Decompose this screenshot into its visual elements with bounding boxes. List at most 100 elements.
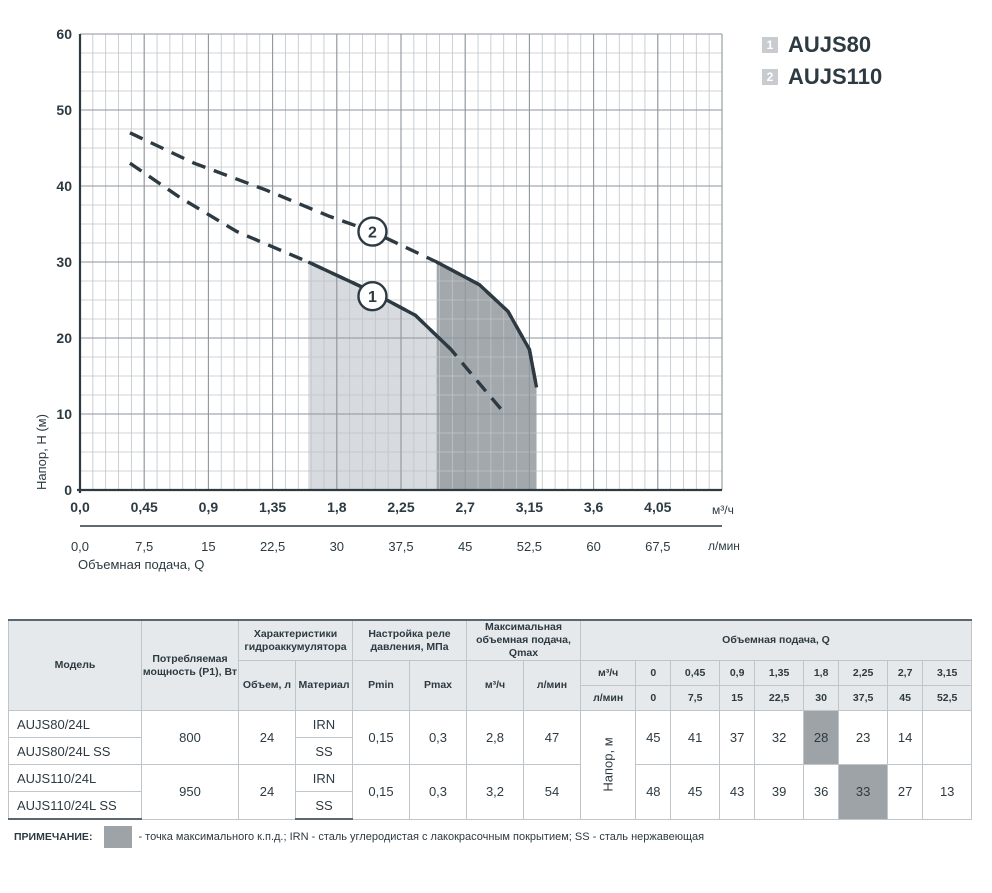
x-tick-label-lmin: 15 <box>201 539 215 554</box>
q-m3h-cell: 0,9 <box>718 660 756 686</box>
q-lmin-cell: 7,5 <box>670 685 720 711</box>
curve-marker-label: 1 <box>368 289 377 306</box>
qmax-m3h-cell: 2,8 <box>466 710 524 765</box>
footnote: ПРИМЕЧАНИЕ: - точка максимального к.п.д.… <box>14 826 704 848</box>
header-flow: Объемная подача, Q <box>580 619 972 661</box>
q-m3h-cell: 1,8 <box>802 660 840 686</box>
curve-marker-label: 2 <box>368 225 377 242</box>
q-lmin-cell: 45 <box>886 685 924 711</box>
head-label: Напор, м <box>600 737 616 792</box>
head-cell: 43 <box>718 764 756 820</box>
head-cell: 13 <box>922 764 972 820</box>
model-cell: AUJS110/24L <box>8 764 142 792</box>
q-lmin-cell: 15 <box>718 685 756 711</box>
q-m3h-cell: 0 <box>635 660 672 686</box>
header-unit-lmin: л/мин <box>579 685 637 711</box>
pmax-cell: 0,3 <box>409 764 467 820</box>
curve-aujs80-dashed <box>128 161 507 416</box>
x-tick-label-lmin: 45 <box>458 539 472 554</box>
max-efficiency-swatch <box>104 826 133 848</box>
qmax-m3h-cell: 3,2 <box>466 764 524 820</box>
y-tick-label: 20 <box>56 330 72 346</box>
tick-labels: 0 10 20 30 40 50 60 0,0 0,45 0,9 1,35 1,8 2,25 2,7 3,1… <box>56 26 671 554</box>
x-tick-label-m3h: 2,25 <box>387 499 414 515</box>
head-cell: 23 <box>838 710 888 765</box>
head-cell <box>922 710 972 765</box>
curve-aujs80-solid <box>307 260 453 351</box>
x-tick-label-lmin: 7,5 <box>135 539 153 554</box>
pmin-cell: 0,15 <box>352 710 410 765</box>
head-cell-max-efficiency: 33 <box>838 764 888 820</box>
x-tick-label-m3h: 1,8 <box>327 499 347 515</box>
x-tick-label-m3h: 3,6 <box>584 499 604 515</box>
table-row: AUJS80/24L 800 24 IRN 0,15 0,3 2,8 47 На… <box>8 710 972 820</box>
q-lmin-cell: 52,5 <box>922 685 972 711</box>
header-relay: Настройка реле давления, МПа <box>352 619 467 661</box>
head-cell: 27 <box>886 764 924 820</box>
header-pmax: Pmax <box>409 660 467 711</box>
spec-table: Модель Потребляемая мощность (P1), Вт Ха… <box>8 619 972 820</box>
volume-cell: 24 <box>238 764 296 820</box>
y-tick-label: 50 <box>56 102 72 118</box>
head-cell: 39 <box>754 764 804 820</box>
head-cell: 48 <box>635 764 672 820</box>
y-tick-label: 40 <box>56 178 72 194</box>
curve-marker-1 <box>357 281 388 312</box>
x-tick-label-m3h: 4,05 <box>644 499 671 515</box>
x-tick-label-m3h: 0,0 <box>70 499 90 515</box>
pmax-cell: 0,3 <box>409 710 467 765</box>
header-qmax-lmin: л/мин <box>523 660 581 711</box>
table-row: AUJS110/24L 950 24 IRN 0,15 0,3 3,2 54 4… <box>8 764 972 820</box>
head-cell: 45 <box>635 710 672 765</box>
x-tick-label-m3h: 0,9 <box>199 499 219 515</box>
q-m3h-cell: 1,35 <box>754 660 804 686</box>
legend-item-aujs80: 1 AUJS80 <box>762 32 871 58</box>
table-row: AUJS110/24L SS SS <box>8 791 972 820</box>
header-unit-m3h: м³/ч <box>579 660 637 686</box>
head-cell: 36 <box>802 764 840 820</box>
legend-item-aujs110: 2 AUJS110 <box>762 64 882 90</box>
head-cell: 41 <box>670 710 720 765</box>
x-tick-label-lmin: 67,5 <box>645 539 670 554</box>
x-tick-label-lmin: 52,5 <box>517 539 542 554</box>
material-cell: IRN <box>295 764 353 792</box>
head-cell-max-efficiency: 28 <box>802 710 840 765</box>
x-tick-label-m3h: 2,7 <box>455 499 475 515</box>
material-cell: SS <box>295 791 353 820</box>
chart-axes <box>77 34 722 527</box>
q-lmin-cell: 0 <box>635 685 672 711</box>
x-tick-label-m3h: 3,15 <box>516 499 543 515</box>
x-tick-label-lmin: 30 <box>330 539 344 554</box>
footnote-label: ПРИМЕЧАНИЕ: <box>14 831 93 843</box>
head-cell: 37 <box>718 710 756 765</box>
q-m3h-cell: 2,7 <box>886 660 924 686</box>
q-lmin-cell: 30 <box>802 685 840 711</box>
x-tick-label-lmin: 37,5 <box>388 539 413 554</box>
curve-markers: 12 <box>357 216 388 312</box>
pump-performance-chart: 0 10 20 30 40 50 60 0,0 0,45 0,9 1,35 1,8 2,25 2,7 3,1… <box>34 26 740 572</box>
x-axis-title: Объемная подача, Q <box>78 557 204 572</box>
power-cell: 800 <box>141 710 239 765</box>
x-unit-top-label: м³/ч <box>712 503 734 517</box>
qmax-lmin-cell: 47 <box>523 710 581 765</box>
legend-label: AUJS80 <box>788 32 872 57</box>
q-m3h-cell: 3,15 <box>922 660 972 686</box>
q-m3h-cell: 0,45 <box>670 660 720 686</box>
y-tick-label: 30 <box>56 254 72 270</box>
legend-number: 1 <box>762 37 778 53</box>
y-axis-title: Напор, Н (м) <box>34 414 49 490</box>
header-pmin: Pmin <box>352 660 410 711</box>
header-volume: Объем, л <box>238 660 296 711</box>
header-model: Модель <box>8 619 142 711</box>
y-tick-label: 60 <box>56 26 72 42</box>
qmax-lmin-cell: 54 <box>523 764 581 820</box>
material-cell: IRN <box>295 710 353 738</box>
x-tick-label-lmin: 60 <box>586 539 600 554</box>
x-unit-bottom-label: л/мин <box>708 539 740 553</box>
x-tick-label-lmin: 0,0 <box>71 539 89 554</box>
q-lmin-cell: 22,5 <box>754 685 804 711</box>
volume-cell: 24 <box>238 710 296 765</box>
head-label-cell: Напор, м <box>579 710 637 820</box>
x-tick-label-lmin: 22,5 <box>260 539 285 554</box>
header-accumulator: Характеристики гидроаккумулятора <box>238 619 353 661</box>
